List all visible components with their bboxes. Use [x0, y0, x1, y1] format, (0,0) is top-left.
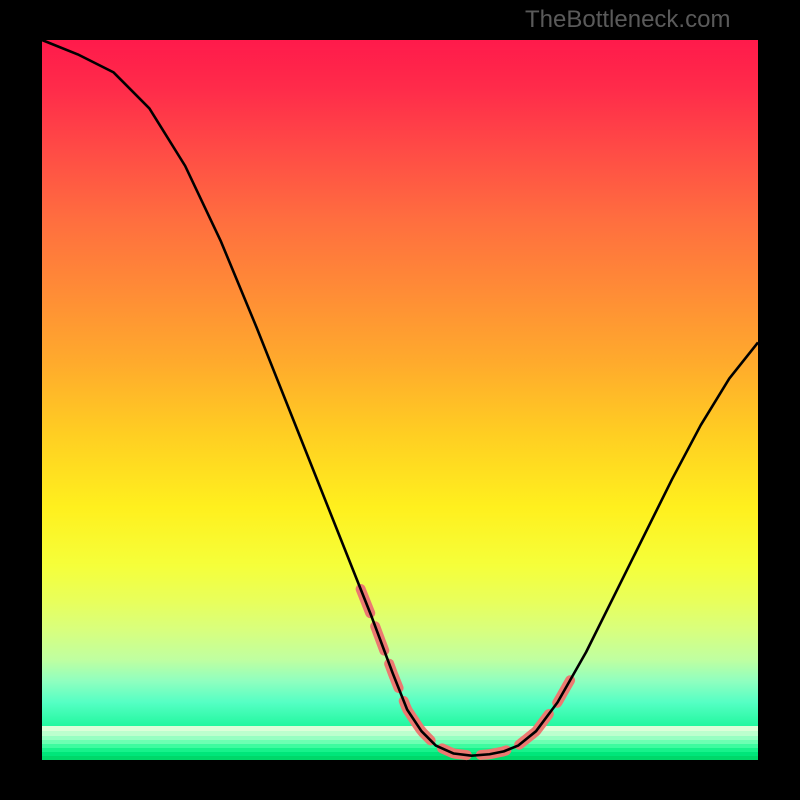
watermark-text: TheBottleneck.com: [525, 6, 730, 34]
chart-bottom-band: [42, 736, 758, 740]
chart-bottom-band: [42, 748, 758, 752]
chart-bottom-band: [42, 744, 758, 748]
chart-bottom-band: [42, 726, 758, 731]
chart-bottom-band: [42, 756, 758, 760]
chart-svg: [0, 0, 800, 800]
chart-bottom-band: [42, 752, 758, 756]
chart-bottom-band: [42, 740, 758, 744]
chart-stage: TheBottleneck.com: [0, 0, 800, 800]
chart-bottom-band: [42, 731, 758, 736]
chart-plot-area: [42, 40, 758, 760]
